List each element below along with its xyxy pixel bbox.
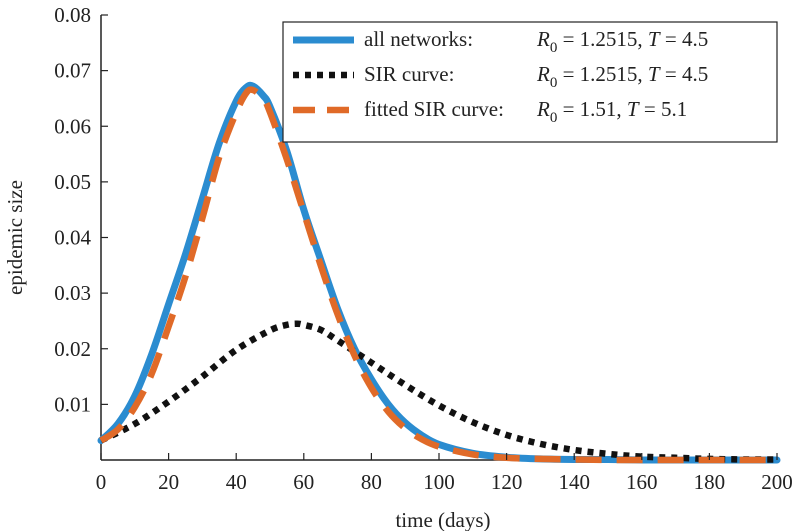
x-tick-label: 200 [761, 470, 792, 494]
y-tick-label: 0.03 [54, 281, 91, 305]
y-axis-label: epidemic size [3, 180, 27, 295]
legend-box [282, 21, 778, 143]
legend-params-0: R0 = 1.2515, T = 4.5 [536, 27, 708, 56]
legend-params-1: R0 = 1.2515, T = 4.5 [536, 62, 708, 91]
y-tick-label: 0.05 [54, 170, 91, 194]
legend: all networks: R0 = 1.2515, T = 4.5 SIR cur… [282, 21, 778, 143]
x-axis-label: time (days) [395, 508, 490, 531]
legend-label-0: all networks: [364, 27, 473, 51]
y-tick-label: 0.06 [54, 114, 91, 138]
x-tick-label: 20 [158, 470, 179, 494]
y-tick-label: 0.08 [54, 3, 91, 27]
series-layer [97, 81, 781, 464]
x-tick-label: 180 [694, 470, 726, 494]
x-tick-label: 60 [293, 470, 314, 494]
x-tick-label: 100 [423, 470, 455, 494]
ticks-layer: 0 20 40 60 80 100 120 140 160 180 200 0.01 0.02 0.03 0… [54, 3, 792, 494]
legend-params-2: R0 = 1.51, T = 5.1 [536, 97, 687, 126]
y-tick-label: 0.07 [54, 59, 91, 83]
y-tick-label: 0.01 [54, 392, 91, 416]
x-tick-label: 140 [558, 470, 590, 494]
x-tick-label: 160 [626, 470, 658, 494]
series-line-2 [99, 86, 777, 464]
series-line-1 [99, 320, 778, 463]
x-tick-label: 120 [491, 470, 523, 494]
x-tick-label: 80 [361, 470, 382, 494]
y-tick-label: 0.02 [54, 337, 91, 361]
x-tick-label: 40 [226, 470, 247, 494]
legend-label-1: SIR curve: [364, 62, 454, 86]
legend-label-2: fitted SIR curve: [364, 97, 504, 121]
y-tick-label: 0.04 [54, 226, 91, 250]
x-tick-label: 0 [96, 470, 107, 494]
